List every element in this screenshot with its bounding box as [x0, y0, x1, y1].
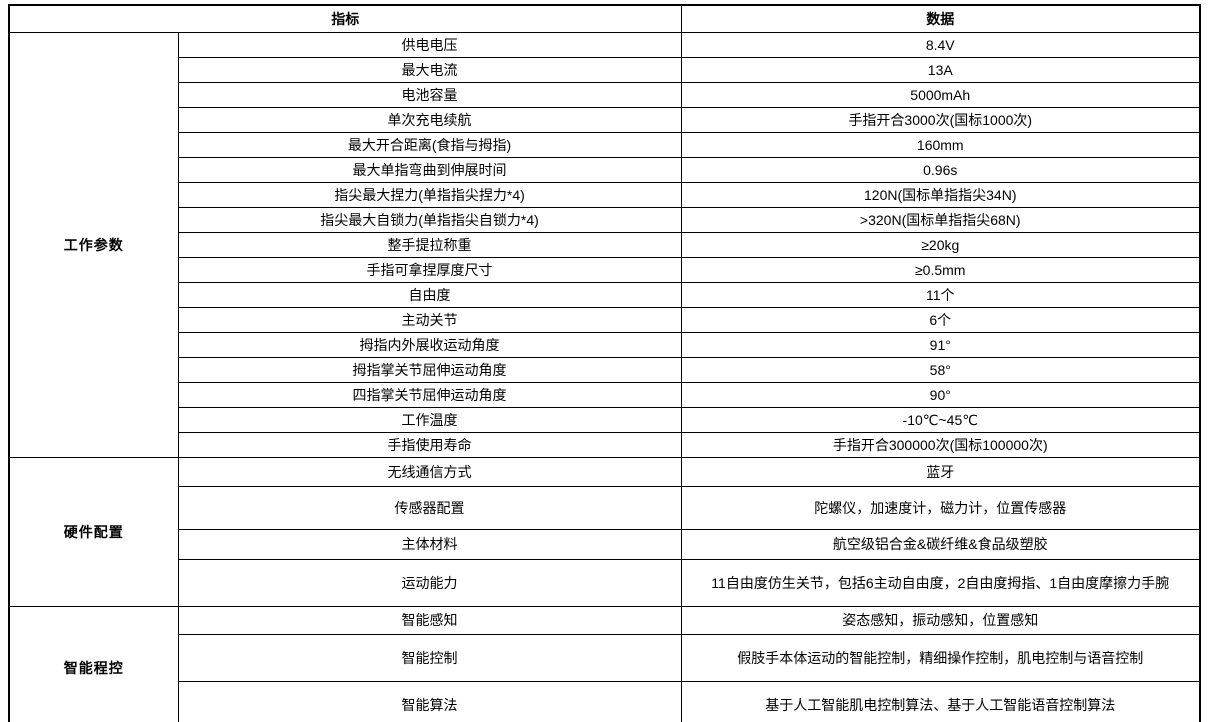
value-cell: 58° [680, 357, 1201, 383]
table-row: 最大电流 13A [9, 57, 1201, 83]
table-row: 电池容量 5000mAh [9, 82, 1201, 108]
indicator-cell: 拇指内外展收运动角度 [177, 332, 682, 358]
table-header: 指标 数据 [8, 4, 1201, 33]
table-row: 指尖最大自锁力(单指指尖自锁力*4) >320N(国标单指指尖68N) [9, 207, 1201, 233]
table-row: 智能程控 智能感知 姿态感知，振动感知，位置感知 [8, 606, 1201, 722]
indicator-cell: 最大单指弯曲到伸展时间 [177, 157, 682, 183]
indicator-cell: 手指使用寿命 [177, 432, 682, 458]
value-cell: 160mm [680, 132, 1201, 158]
table-row: 运动能力 11自由度仿生关节，包括6主动自由度，2自由度拇指、1自由度摩擦力手腕 [9, 559, 1201, 607]
value-cell: 手指开合300000次(国标100000次) [680, 432, 1201, 458]
section-2: 智能程控 智能感知 姿态感知，振动感知，位置感知 智能控制 假肢手本体运动的智能控制，精… [8, 606, 1201, 722]
indicator-cell: 传感器配置 [177, 486, 682, 530]
value-cell: 11自由度仿生关节，包括6主动自由度，2自由度拇指、1自由度摩擦力手腕 [680, 559, 1201, 607]
header-row: 指标 数据 [8, 4, 1201, 33]
table-row: 智能算法 基于人工智能肌电控制算法、基于人工智能语音控制算法 [9, 681, 1201, 722]
table-row: 四指掌关节屈伸运动角度 90° [9, 382, 1201, 408]
value-cell: ≥0.5mm [680, 257, 1201, 283]
table-row: 手指使用寿命 手指开合300000次(国标100000次) [9, 432, 1201, 458]
section-0: 工作参数 供电电压 8.4V 最大电流 13A 电池容量 5000mAh 单次充电续航 手指开合… [8, 32, 1201, 458]
value-cell: ≥20kg [680, 232, 1201, 258]
value-cell: 90° [680, 382, 1201, 408]
value-cell: 基于人工智能肌电控制算法、基于人工智能语音控制算法 [680, 681, 1201, 722]
indicator-cell: 无线通信方式 [177, 457, 682, 487]
indicator-cell: 最大开合距离(食指与拇指) [177, 132, 682, 158]
value-cell: 手指开合3000次(国标1000次) [680, 107, 1201, 133]
group-cell: 智能程控 [8, 606, 179, 722]
indicator-cell: 最大电流 [177, 57, 682, 83]
header-indicator: 指标 [8, 4, 682, 33]
value-cell: >320N(国标单指指尖68N) [680, 207, 1201, 233]
value-cell: 假肢手本体运动的智能控制，精细操作控制，肌电控制与语音控制 [680, 634, 1201, 682]
indicator-cell: 整手提拉称重 [177, 232, 682, 258]
indicator-cell: 单次充电续航 [177, 107, 682, 133]
indicator-cell: 智能算法 [177, 681, 682, 722]
table-row: 主动关节 6个 [9, 307, 1201, 333]
indicator-cell: 供电电压 [177, 32, 682, 58]
indicator-cell: 运动能力 [177, 559, 682, 607]
group-cell: 硬件配置 [8, 457, 179, 607]
header-data: 数据 [680, 4, 1201, 33]
table-row: 拇指内外展收运动角度 91° [9, 332, 1201, 358]
table-row: 自由度 11个 [9, 282, 1201, 308]
value-cell: 航空级铝合金&碳纤维&食品级塑胶 [680, 529, 1201, 560]
table-row: 工作温度 -10℃~45℃ [9, 407, 1201, 433]
indicator-cell: 主动关节 [177, 307, 682, 333]
table-row: 指尖最大捏力(单指指尖捏力*4) 120N(国标单指指尖34N) [9, 182, 1201, 208]
indicator-cell: 工作温度 [177, 407, 682, 433]
value-cell: 0.96s [680, 157, 1201, 183]
table-row: 最大单指弯曲到伸展时间 0.96s [9, 157, 1201, 183]
section-1: 硬件配置 无线通信方式 蓝牙 传感器配置 陀螺仪，加速度计，磁力计，位置传感器 主体材料航… [8, 457, 1201, 607]
value-cell: 姿态感知，振动感知，位置感知 [680, 606, 1201, 635]
value-cell: 11个 [680, 282, 1201, 308]
value-cell: 蓝牙 [680, 457, 1201, 487]
table-row: 整手提拉称重 ≥20kg [9, 232, 1201, 258]
indicator-cell: 拇指掌关节屈伸运动角度 [177, 357, 682, 383]
spec-table: 指标 数据 工作参数 供电电压 8.4V 最大电流 13A 电池容量 5000mAh 单次充电… [8, 4, 1201, 722]
indicator-cell: 主体材料 [177, 529, 682, 560]
value-cell: 8.4V [680, 32, 1201, 58]
table-row: 主体材料 航空级铝合金&碳纤维&食品级塑胶 [9, 529, 1201, 560]
table-row: 最大开合距离(食指与拇指) 160mm [9, 132, 1201, 158]
indicator-cell: 四指掌关节屈伸运动角度 [177, 382, 682, 408]
group-cell: 工作参数 [8, 32, 179, 458]
indicator-cell: 自由度 [177, 282, 682, 308]
value-cell: 91° [680, 332, 1201, 358]
table-row: 智能控制 假肢手本体运动的智能控制，精细操作控制，肌电控制与语音控制 [9, 634, 1201, 682]
value-cell: -10℃~45℃ [680, 407, 1201, 433]
indicator-cell: 指尖最大自锁力(单指指尖自锁力*4) [177, 207, 682, 233]
table-row: 手指可拿捏厚度尺寸 ≥0.5mm [9, 257, 1201, 283]
indicator-cell: 智能控制 [177, 634, 682, 682]
indicator-cell: 智能感知 [177, 606, 682, 635]
indicator-cell: 指尖最大捏力(单指指尖捏力*4) [177, 182, 682, 208]
table-row: 工作参数 供电电压 8.4V [8, 32, 1201, 458]
value-cell: 6个 [680, 307, 1201, 333]
indicator-cell: 手指可拿捏厚度尺寸 [177, 257, 682, 283]
value-cell: 陀螺仪，加速度计，磁力计，位置传感器 [680, 486, 1201, 530]
table-row: 单次充电续航 手指开合3000次(国标1000次) [9, 107, 1201, 133]
table-row: 传感器配置 陀螺仪，加速度计，磁力计，位置传感器 [9, 486, 1201, 530]
table-row: 硬件配置 无线通信方式 蓝牙 [8, 457, 1201, 607]
table-row: 拇指掌关节屈伸运动角度 58° [9, 357, 1201, 383]
indicator-cell: 电池容量 [177, 82, 682, 108]
value-cell: 120N(国标单指指尖34N) [680, 182, 1201, 208]
value-cell: 5000mAh [680, 82, 1201, 108]
value-cell: 13A [680, 57, 1201, 83]
